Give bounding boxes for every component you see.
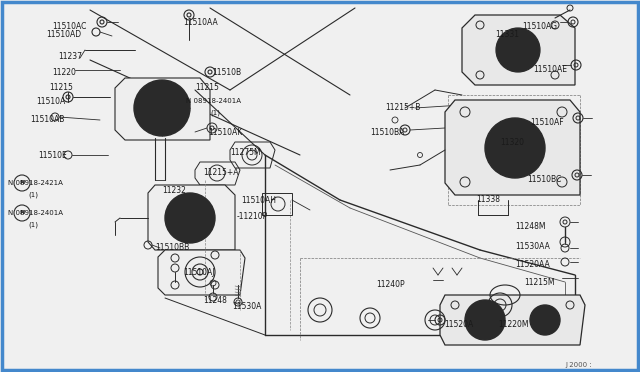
Text: 11510AG: 11510AG	[522, 22, 557, 31]
Circle shape	[142, 88, 182, 128]
Text: 11275M: 11275M	[230, 148, 260, 157]
Bar	[262, 193, 292, 215]
Circle shape	[530, 305, 560, 335]
Text: 11215+A: 11215+A	[203, 168, 239, 177]
Text: 11510E: 11510E	[38, 151, 67, 160]
Text: 11248: 11248	[203, 296, 227, 305]
Text: 11220: 11220	[52, 68, 76, 77]
Text: 11510AD: 11510AD	[46, 30, 81, 39]
Circle shape	[485, 118, 545, 178]
Text: N: N	[180, 100, 186, 106]
Text: N: N	[19, 180, 25, 186]
Text: (1): (1)	[28, 191, 38, 198]
Text: 11240P: 11240P	[376, 280, 404, 289]
Text: 11510AE: 11510AE	[533, 65, 567, 74]
Circle shape	[134, 80, 190, 136]
Text: 11215: 11215	[195, 83, 219, 92]
Text: N: N	[19, 211, 25, 215]
Polygon shape	[148, 185, 235, 250]
Text: 11331: 11331	[495, 30, 519, 39]
Text: 11510AF: 11510AF	[530, 118, 564, 127]
Text: 11220M: 11220M	[498, 320, 529, 329]
Text: 11530A: 11530A	[232, 302, 261, 311]
Text: 11510BA: 11510BA	[370, 128, 404, 137]
Text: (1): (1)	[28, 221, 38, 228]
Text: 11510AJ: 11510AJ	[183, 268, 214, 277]
Text: J 2000 :: J 2000 :	[565, 362, 592, 368]
Text: 11510AK: 11510AK	[208, 128, 243, 137]
Text: 11510BB: 11510BB	[155, 243, 189, 252]
Text: 11510AB: 11510AB	[30, 115, 65, 124]
Text: 11248M: 11248M	[515, 222, 545, 231]
Polygon shape	[115, 78, 210, 140]
Text: 11338: 11338	[476, 195, 500, 204]
Text: 11510AH: 11510AH	[241, 196, 276, 205]
Text: 11215M: 11215M	[524, 278, 554, 287]
Polygon shape	[440, 295, 585, 345]
Text: 11237: 11237	[58, 52, 82, 61]
Text: 11520AA: 11520AA	[515, 260, 550, 269]
Text: N 08918-2421A: N 08918-2421A	[8, 180, 63, 186]
Circle shape	[465, 300, 505, 340]
Text: 11510AC: 11510AC	[52, 22, 86, 31]
Text: 11320: 11320	[500, 138, 524, 147]
Text: N 08918-2401A: N 08918-2401A	[186, 98, 241, 104]
Polygon shape	[462, 15, 575, 85]
Text: (1): (1)	[210, 110, 220, 116]
Text: 11510B: 11510B	[212, 68, 241, 77]
Text: 11510BC: 11510BC	[527, 175, 561, 184]
Polygon shape	[445, 100, 580, 195]
Text: 11215+B: 11215+B	[385, 103, 420, 112]
Circle shape	[496, 28, 540, 72]
Text: 11520A: 11520A	[444, 320, 473, 329]
Circle shape	[165, 193, 215, 243]
Polygon shape	[158, 250, 245, 295]
Text: N 08918-2401A: N 08918-2401A	[8, 210, 63, 216]
Circle shape	[495, 128, 535, 168]
Text: 11530AA: 11530AA	[515, 242, 550, 251]
Text: -11210P: -11210P	[237, 212, 268, 221]
Text: 11510A: 11510A	[36, 97, 65, 106]
Text: 11510AA: 11510AA	[183, 18, 218, 27]
Text: 11215: 11215	[49, 83, 73, 92]
Text: 11232: 11232	[162, 186, 186, 195]
